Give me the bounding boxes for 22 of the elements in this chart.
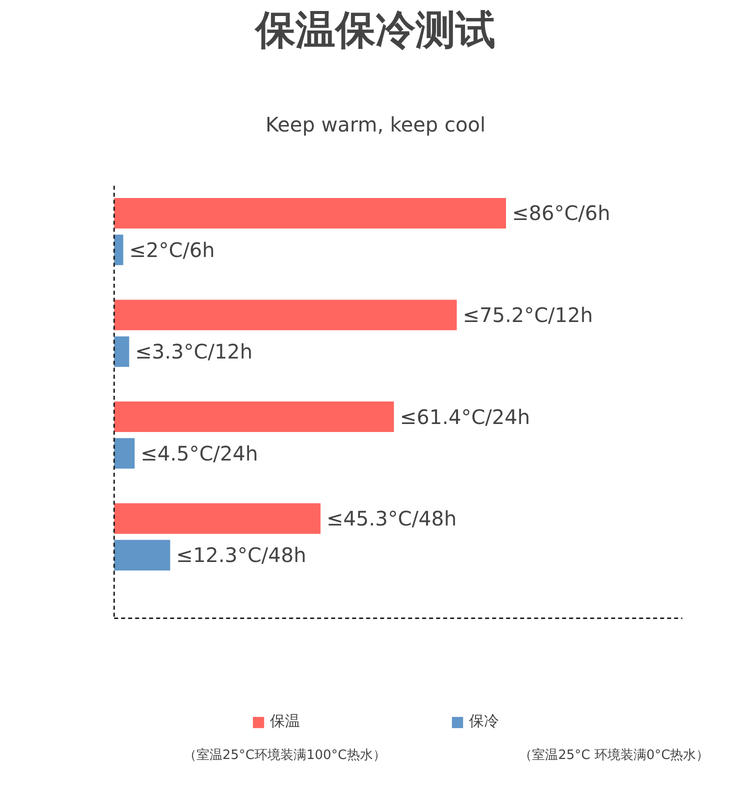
bar bbox=[114, 540, 170, 570]
data-label: ≤2°C/6h bbox=[129, 238, 215, 262]
data-label: ≤4.5°C/24h bbox=[140, 441, 258, 466]
bar bbox=[114, 503, 321, 534]
bar bbox=[114, 234, 124, 266]
text: （室温25°C环境装满100°C热水） bbox=[183, 747, 386, 764]
bar bbox=[114, 336, 130, 367]
legend-label: 保温 bbox=[270, 712, 300, 731]
bar bbox=[114, 198, 506, 228]
data-label: ≤86°C/6h bbox=[512, 201, 610, 226]
bar bbox=[114, 300, 457, 330]
chart-subtitle: Keep warm, keep cool bbox=[265, 112, 486, 137]
data-label: ≤3.3°C/12h bbox=[135, 340, 253, 364]
data-label: ≤75.2°C/12h bbox=[462, 302, 593, 327]
text: （室温25°C 环境装满0°C热水） bbox=[519, 747, 710, 764]
chart-title: 保温保冷测试 bbox=[254, 8, 496, 54]
bar bbox=[114, 402, 394, 432]
legend-label: 保冷 bbox=[469, 712, 499, 731]
data-label: ≤12.3°C/48h bbox=[176, 543, 306, 568]
bar bbox=[114, 438, 135, 469]
data-label: ≤45.3°C/48h bbox=[326, 506, 457, 531]
data-label: ≤61.4°C/24h bbox=[400, 404, 530, 429]
